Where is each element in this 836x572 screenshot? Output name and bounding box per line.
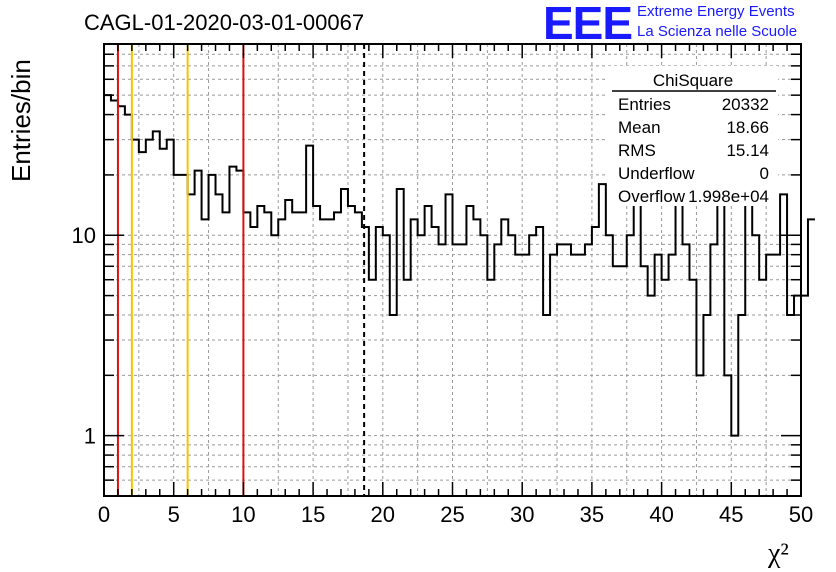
stats-value: 15.14	[726, 141, 769, 160]
x-tick-label: 20	[371, 502, 395, 527]
stats-label: Entries	[618, 95, 671, 114]
stats-box-background	[608, 66, 778, 206]
logo-subtitle-1: Extreme Energy Events	[637, 3, 795, 20]
stats-label: Underflow	[618, 164, 695, 183]
histogram-bars	[104, 94, 815, 437]
stats-value: 18.66	[726, 118, 769, 137]
stats-label: RMS	[618, 141, 656, 160]
x-tick-label: 10	[231, 502, 255, 527]
stats-title: ChiSquare	[653, 71, 733, 90]
x-tick-label: 30	[510, 502, 534, 527]
stats-box: ChiSquare Entries 20332 Mean 18.66 RMS 15.14 U…	[608, 66, 778, 206]
x-tick-label: 0	[98, 502, 110, 527]
histogram-step	[104, 94, 815, 437]
y-tick-label: 10	[72, 223, 96, 248]
x-tick-labels: 0 5 10 15 20 25 30 35 40 45 50	[98, 502, 813, 527]
logo-subtitle-2: La Scienza nelle Scuole	[637, 23, 798, 40]
y-tick-labels: 1 10	[72, 223, 96, 448]
x-axis-label: χ²	[767, 538, 789, 569]
eee-logo: EEE	[543, 0, 633, 49]
chart-title: CAGL-01-2020-03-01-00067	[84, 10, 365, 35]
x-tick-label: 50	[789, 502, 813, 527]
stats-value: 20332	[722, 95, 769, 114]
grid-lines	[104, 44, 801, 496]
x-tick-label: 25	[440, 502, 464, 527]
stats-value: 0	[760, 164, 769, 183]
x-tick-label: 5	[168, 502, 180, 527]
x-tick-label: 15	[301, 502, 325, 527]
x-tick-label: 40	[649, 502, 673, 527]
x-tick-label: 45	[719, 502, 743, 527]
stats-label: Mean	[618, 118, 661, 137]
y-tick-label: 1	[84, 424, 96, 449]
reference-lines	[116, 44, 366, 496]
stats-label: Overflow	[618, 187, 686, 206]
stats-value: 1.998e+04	[688, 187, 769, 206]
x-tick-label: 35	[580, 502, 604, 527]
axis-ticks	[103, 44, 802, 496]
y-axis-label: Entries/bin	[6, 59, 36, 182]
